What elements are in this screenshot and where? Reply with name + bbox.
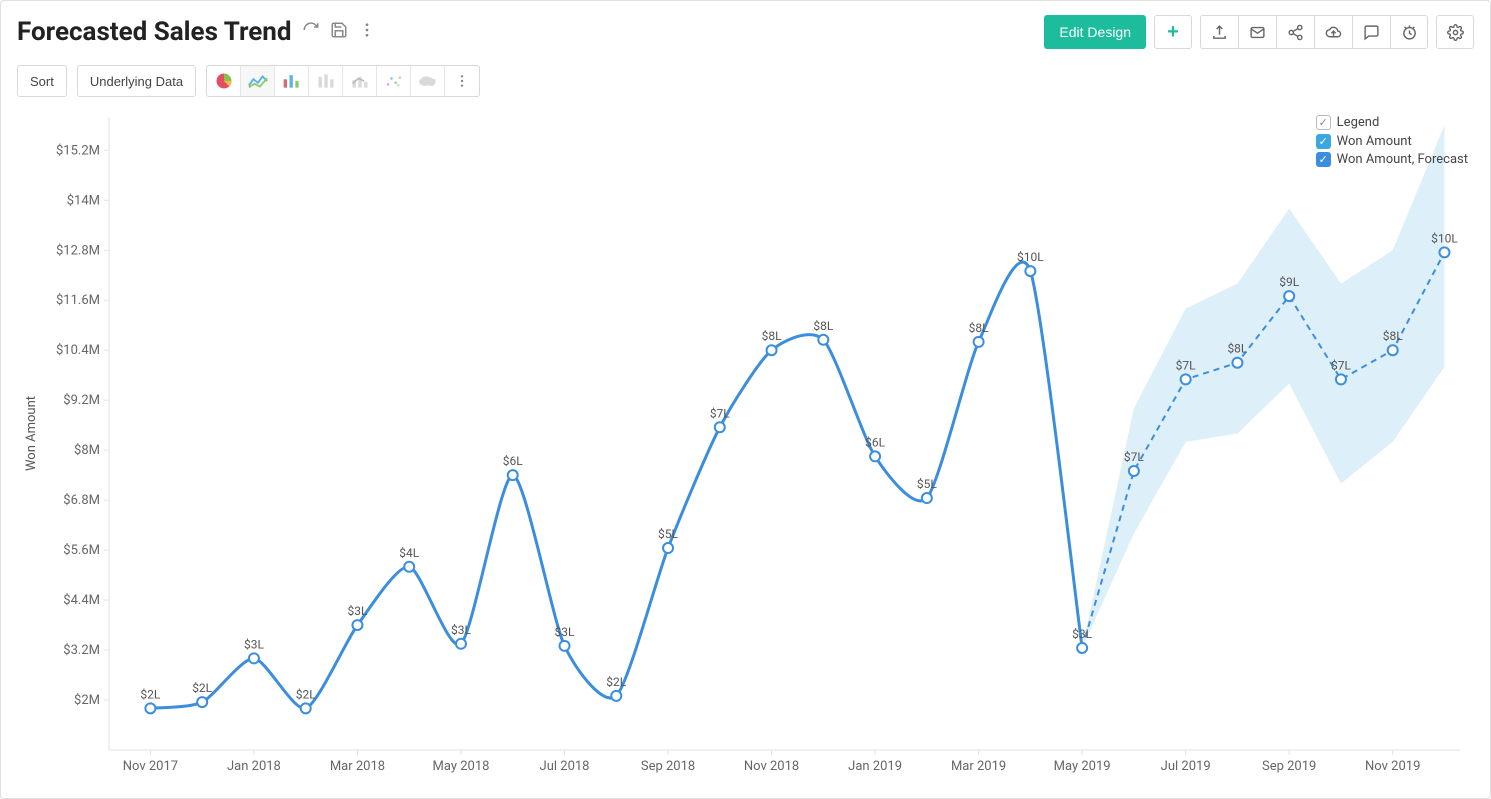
svg-text:$15.2M: $15.2M bbox=[56, 143, 100, 158]
chart-type-pie-icon[interactable] bbox=[207, 66, 241, 96]
legend-swatch: ✓ bbox=[1316, 134, 1331, 149]
svg-text:$4L: $4L bbox=[399, 546, 419, 560]
svg-text:$2L: $2L bbox=[606, 675, 626, 689]
legend-item-label: Won Amount, Forecast bbox=[1337, 152, 1468, 167]
svg-text:$6L: $6L bbox=[865, 435, 885, 449]
svg-text:$8L: $8L bbox=[969, 321, 989, 335]
svg-text:$2M: $2M bbox=[74, 693, 100, 708]
svg-text:$2L: $2L bbox=[296, 687, 316, 701]
chart-type-bar-icon[interactable] bbox=[275, 66, 309, 96]
svg-text:$10.4M: $10.4M bbox=[56, 343, 100, 358]
topbar-left: Forecasted Sales Trend bbox=[17, 17, 376, 47]
legend-item[interactable]: ✓ Won Amount bbox=[1316, 134, 1468, 149]
svg-text:$8L: $8L bbox=[1383, 329, 1403, 343]
secondbar: Sort Underlying Data bbox=[17, 65, 1474, 97]
chart-type-stackedbar-icon[interactable] bbox=[309, 66, 343, 96]
svg-text:Sep 2018: Sep 2018 bbox=[641, 759, 695, 774]
svg-text:$12.8M: $12.8M bbox=[56, 243, 100, 258]
topbar-right: Edit Design + bbox=[1044, 15, 1474, 49]
underlying-data-button[interactable]: Underlying Data bbox=[77, 65, 196, 97]
chart-type-more-icon[interactable] bbox=[445, 66, 479, 96]
svg-text:$7L: $7L bbox=[1124, 450, 1144, 464]
svg-text:May 2018: May 2018 bbox=[433, 759, 490, 774]
svg-text:$5L: $5L bbox=[917, 477, 937, 491]
legend-item-label: Won Amount bbox=[1337, 134, 1412, 149]
svg-text:Nov 2018: Nov 2018 bbox=[744, 759, 799, 774]
svg-text:$3L: $3L bbox=[244, 637, 264, 651]
comment-icon[interactable] bbox=[1352, 15, 1390, 49]
svg-text:Jan 2018: Jan 2018 bbox=[227, 759, 281, 774]
svg-text:$2L: $2L bbox=[192, 681, 212, 695]
legend-title: Legend bbox=[1337, 115, 1380, 130]
svg-text:Sep 2019: Sep 2019 bbox=[1262, 759, 1316, 774]
refresh-icon[interactable] bbox=[302, 21, 320, 43]
svg-text:Nov 2019: Nov 2019 bbox=[1365, 759, 1420, 774]
svg-text:Jul 2018: Jul 2018 bbox=[540, 759, 590, 774]
svg-text:$9L: $9L bbox=[1279, 275, 1299, 289]
edit-design-button[interactable]: Edit Design bbox=[1044, 15, 1146, 49]
chart-type-group bbox=[206, 65, 480, 97]
cloud-icon[interactable] bbox=[1314, 15, 1352, 49]
svg-text:$8L: $8L bbox=[1227, 342, 1247, 356]
svg-text:$10L: $10L bbox=[1017, 250, 1044, 264]
svg-text:$6.8M: $6.8M bbox=[63, 493, 100, 508]
svg-text:$3L: $3L bbox=[347, 604, 367, 618]
title-icon-group bbox=[302, 21, 376, 43]
mail-icon[interactable] bbox=[1238, 15, 1276, 49]
chart-area: $2M $3.2M $4.4M $5.6M $6.8M $8M $9.2M $10.4M $11… bbox=[17, 111, 1474, 784]
chart-type-scatter-icon[interactable] bbox=[377, 66, 411, 96]
svg-text:Mar 2018: Mar 2018 bbox=[330, 759, 385, 774]
export-icon[interactable] bbox=[1200, 15, 1238, 49]
sort-button[interactable]: Sort bbox=[17, 65, 67, 97]
svg-text:$9.2M: $9.2M bbox=[63, 393, 100, 408]
save-icon[interactable] bbox=[330, 21, 348, 43]
legend-header[interactable]: ✓ Legend bbox=[1316, 115, 1468, 130]
svg-text:Jan 2019: Jan 2019 bbox=[848, 759, 902, 774]
svg-text:$5.6M: $5.6M bbox=[63, 543, 100, 558]
action-icon-group bbox=[1200, 15, 1428, 49]
svg-text:Jul 2019: Jul 2019 bbox=[1161, 759, 1211, 774]
svg-text:$6L: $6L bbox=[503, 454, 523, 468]
svg-text:$5L: $5L bbox=[658, 527, 678, 541]
legend-swatch: ✓ bbox=[1316, 152, 1331, 167]
svg-text:$7L: $7L bbox=[1331, 358, 1351, 372]
settings-icon[interactable] bbox=[1436, 15, 1474, 49]
svg-text:$8L: $8L bbox=[813, 319, 833, 333]
svg-text:Mar 2019: Mar 2019 bbox=[951, 759, 1006, 774]
svg-text:$11.6M: $11.6M bbox=[56, 293, 100, 308]
svg-text:$14M: $14M bbox=[67, 193, 100, 208]
svg-text:$8L: $8L bbox=[762, 329, 782, 343]
chart-type-combo-icon[interactable] bbox=[343, 66, 377, 96]
svg-text:$3L: $3L bbox=[555, 625, 575, 639]
svg-text:May 2019: May 2019 bbox=[1054, 759, 1111, 774]
svg-text:Won Amount: Won Amount bbox=[24, 396, 39, 471]
svg-text:$4.4M: $4.4M bbox=[63, 593, 100, 608]
page-title: Forecasted Sales Trend bbox=[17, 17, 292, 47]
topbar: Forecasted Sales Trend Edit Design + bbox=[17, 15, 1474, 49]
svg-text:$8M: $8M bbox=[74, 443, 100, 458]
legend[interactable]: ✓ Legend ✓ Won Amount ✓ Won Amount, Fore… bbox=[1316, 115, 1468, 167]
svg-text:$3L: $3L bbox=[451, 623, 471, 637]
chart-svg: $2M $3.2M $4.4M $5.6M $6.8M $8M $9.2M $10.4M $11… bbox=[17, 111, 1474, 784]
add-button[interactable]: + bbox=[1154, 15, 1192, 49]
chart-type-map-icon[interactable] bbox=[411, 66, 445, 96]
more-icon[interactable] bbox=[358, 21, 376, 43]
svg-text:$7L: $7L bbox=[1176, 358, 1196, 372]
svg-text:$10L: $10L bbox=[1431, 231, 1458, 245]
svg-text:$3L: $3L bbox=[1072, 627, 1092, 641]
legend-item[interactable]: ✓ Won Amount, Forecast bbox=[1316, 152, 1468, 167]
chart-type-line-icon[interactable] bbox=[241, 66, 275, 96]
legend-checkbox-icon[interactable]: ✓ bbox=[1316, 115, 1331, 130]
alert-icon[interactable] bbox=[1390, 15, 1428, 49]
share-icon[interactable] bbox=[1276, 15, 1314, 49]
report-panel: Forecasted Sales Trend Edit Design + bbox=[0, 0, 1491, 799]
svg-text:$2L: $2L bbox=[140, 687, 160, 701]
svg-text:$3.2M: $3.2M bbox=[63, 643, 100, 658]
svg-text:Nov 2017: Nov 2017 bbox=[123, 759, 178, 774]
svg-text:$7L: $7L bbox=[710, 406, 730, 420]
